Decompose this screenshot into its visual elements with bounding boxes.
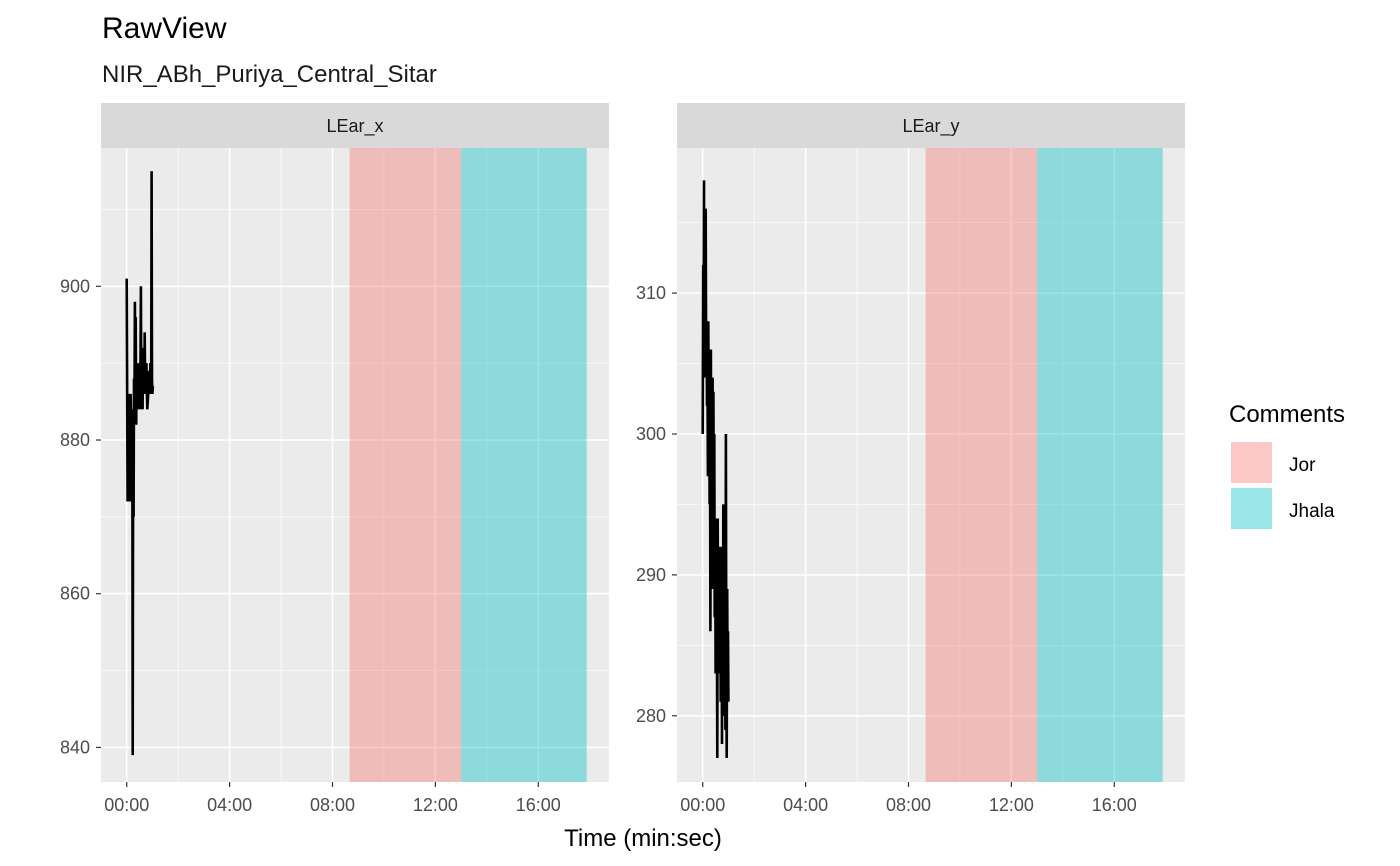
- x-tick-label: 16:00: [516, 795, 561, 815]
- y-tick-label: 900: [60, 276, 90, 296]
- legend-key-jor: [1229, 440, 1274, 485]
- x-tick-label: 12:00: [989, 795, 1034, 815]
- band-jor: [925, 148, 1038, 782]
- y-tick-label: 280: [636, 706, 666, 726]
- facet-panel-lear-x: LEar_x 00:00 04:00 08:00 12:00 16:00 840 860 880…: [60, 103, 609, 815]
- y-tick-label: 860: [60, 584, 90, 604]
- facet-strip-label: LEar_y: [902, 116, 959, 137]
- series-line: [125, 171, 155, 756]
- legend-key-jhala: [1229, 486, 1274, 531]
- x-axis-title: Time (min:sec): [564, 825, 722, 852]
- x-tick-label: 00:00: [680, 795, 725, 815]
- legend: Comments Jor Jhala: [1229, 401, 1345, 531]
- legend-title: Comments: [1229, 401, 1345, 428]
- y-tick-label: 290: [636, 565, 666, 585]
- legend-label-jor: Jor: [1289, 455, 1316, 476]
- band-jhala: [1037, 148, 1163, 782]
- legend-swatch-jor: [1231, 442, 1272, 483]
- chart-title: RawView: [102, 12, 227, 45]
- band-jor: [349, 148, 462, 782]
- series-line: [701, 180, 730, 759]
- panel-background: [101, 148, 609, 782]
- y-tick-label: 300: [636, 424, 666, 444]
- gridlines: [677, 148, 1185, 782]
- y-tick-label: 840: [60, 737, 90, 757]
- facet-strip: [101, 103, 609, 148]
- band-jhala: [461, 148, 587, 782]
- x-tick-label: 08:00: [310, 795, 355, 815]
- x-tick-label: 12:00: [413, 795, 458, 815]
- facet-strip-label: LEar_x: [326, 116, 383, 137]
- x-tick-label: 08:00: [886, 795, 931, 815]
- legend-label-jhala: Jhala: [1289, 501, 1335, 522]
- y-tick-label: 880: [60, 430, 90, 450]
- y-tick-label: 310: [636, 283, 666, 303]
- legend-swatch-jhala: [1231, 488, 1272, 529]
- x-tick-label: 16:00: [1092, 795, 1137, 815]
- chart-subtitle: NIR_ABh_Puriya_Central_Sitar: [102, 61, 437, 88]
- x-tick-label: 04:00: [783, 795, 828, 815]
- gridlines: [101, 148, 609, 782]
- facet-strip: [677, 103, 1185, 148]
- x-tick-label: 00:00: [104, 795, 149, 815]
- x-tick-label: 04:00: [207, 795, 252, 815]
- panel-background: [677, 148, 1185, 782]
- facet-panel-lear-y: LEar_y 00:00 04:00 08:00 12:00 16:00 280 290 300…: [636, 103, 1185, 815]
